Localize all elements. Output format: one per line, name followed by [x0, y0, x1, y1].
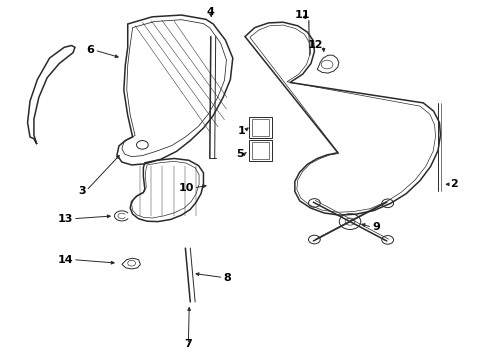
Text: 5: 5 — [236, 149, 244, 159]
Bar — [249, 140, 272, 161]
Text: 12: 12 — [308, 40, 323, 50]
Text: 2: 2 — [450, 179, 458, 189]
Bar — [252, 142, 270, 159]
Text: 10: 10 — [178, 183, 194, 193]
Text: 9: 9 — [372, 222, 380, 232]
Bar — [249, 117, 272, 138]
Text: 1: 1 — [237, 126, 245, 135]
Text: 4: 4 — [207, 7, 215, 17]
Text: 11: 11 — [295, 10, 310, 20]
Text: 3: 3 — [78, 186, 86, 196]
Bar — [252, 119, 270, 135]
Text: 14: 14 — [57, 255, 73, 265]
Text: 8: 8 — [223, 273, 231, 283]
Text: 13: 13 — [58, 214, 73, 224]
Text: 6: 6 — [87, 45, 95, 55]
Text: 7: 7 — [184, 339, 192, 349]
